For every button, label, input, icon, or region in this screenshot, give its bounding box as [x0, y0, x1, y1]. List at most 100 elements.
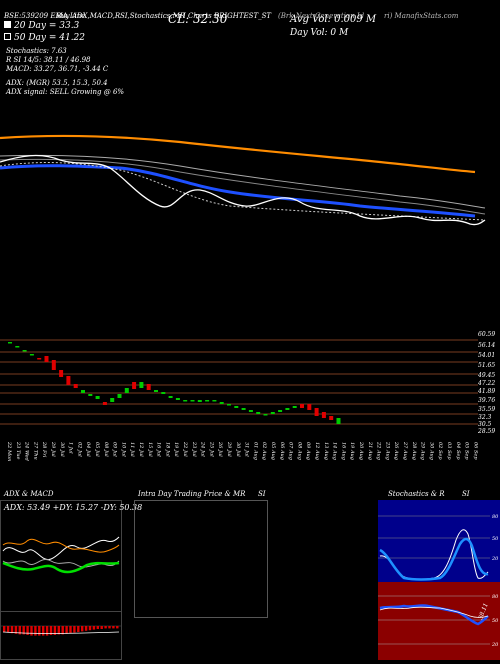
- orange-ema-line: [0, 134, 476, 174]
- candle: [8, 342, 12, 344]
- grey-ema-line-2: [0, 158, 486, 215]
- date-label: 29 Jul: [50, 441, 56, 457]
- date-label: 28 Fri: [41, 441, 47, 458]
- candle: [336, 418, 341, 424]
- candle: [146, 384, 151, 390]
- macd-subpanel: [1, 611, 121, 660]
- date-label: 16 Jul: [156, 442, 162, 457]
- date-label: 22 Aug: [376, 441, 382, 460]
- header-line-1c: SI,Stochastics,MR: [120, 12, 186, 20]
- adx-green-line: [2, 561, 120, 574]
- candle: [37, 358, 42, 360]
- macd-bar: [84, 626, 88, 631]
- date-label: 19 Jul: [173, 442, 179, 457]
- date-label: 13 Aug: [323, 442, 329, 460]
- header-line-1b: Buy ADX,MACD,R: [56, 12, 121, 20]
- date-label: 26 Jul: [217, 441, 223, 457]
- macd-bar: [88, 626, 92, 631]
- ema20-label: 20 Day = 33.3: [4, 21, 79, 31]
- macd-bar: [22, 626, 25, 635]
- intraday-panel: [134, 500, 268, 618]
- macd-bar: [73, 626, 76, 633]
- candlestick-chart: [0, 339, 478, 425]
- macd-bar: [69, 626, 72, 634]
- date-label: 05 Jul: [94, 442, 100, 457]
- price-tick: 54.01: [478, 352, 496, 359]
- stoch-d-line: [379, 537, 489, 581]
- intraday-panel-si: SI: [258, 490, 266, 498]
- price-tick: 30.5: [478, 421, 492, 428]
- date-label: 21 Aug: [367, 441, 373, 460]
- macd-bar: [30, 626, 33, 636]
- macd-bar: [57, 626, 60, 635]
- candle: [175, 398, 180, 400]
- macd-bar: [49, 626, 53, 635]
- date-label: 27 Thu: [32, 441, 38, 460]
- macd-line: [2, 631, 120, 634]
- candle: [110, 398, 115, 402]
- price-tick: 41.89: [478, 388, 496, 395]
- candle: [329, 416, 334, 420]
- date-label: 10 Jul: [120, 442, 126, 457]
- rsi-readout: R SI 14/5: 38.11 / 46.98: [6, 56, 91, 64]
- candle: [219, 402, 224, 404]
- date-label: 25 Jul: [208, 441, 214, 457]
- candle: [88, 394, 93, 396]
- header-line-1a: BSE:539209 EMA Line: [4, 12, 86, 20]
- price-tick: 49.45: [478, 372, 496, 379]
- stochastics-readout: Stochastics: 7.63: [6, 47, 67, 55]
- macd-bar: [112, 626, 115, 629]
- date-label: 05 Aug: [270, 442, 276, 460]
- adx-readout: ADX: (MGR) 53.5, 15.3, 50.4: [6, 79, 108, 87]
- date-label: 08 Aug: [296, 442, 302, 460]
- date-label: 08 Jul: [103, 442, 109, 457]
- candle: [190, 400, 195, 402]
- candle: [197, 400, 202, 402]
- date-label: 18 Jul: [164, 442, 170, 457]
- candle: [307, 404, 312, 410]
- candle: [227, 404, 231, 406]
- candle: [314, 408, 319, 416]
- price-tick: 32.3: [478, 414, 492, 421]
- date-label: 22 Jul: [182, 441, 188, 457]
- candle: [256, 412, 261, 414]
- macd-bar: [81, 626, 84, 632]
- macd-bar: [100, 626, 103, 629]
- date-label: 01 Aug: [252, 442, 258, 460]
- candle: [168, 396, 173, 398]
- date-label: 29 Aug: [420, 441, 426, 460]
- date-label: 30 Jul: [59, 442, 65, 457]
- date-label: 27 Aug: [402, 441, 408, 460]
- date-label: 05 Sep: [464, 442, 470, 460]
- stoch-panel-title: Stochastics & R: [388, 490, 445, 498]
- candle: [29, 354, 34, 356]
- candle: [15, 346, 20, 348]
- rsi-chart: 80 50 20 38.11: [378, 594, 499, 648]
- candle: [66, 376, 71, 385]
- date-label: 12 Aug: [314, 442, 320, 460]
- candle: [102, 402, 107, 405]
- stochastics-subpanel: 80 50 20: [378, 500, 500, 582]
- price-tick: 28.59: [478, 428, 496, 435]
- adx-line: [2, 536, 120, 561]
- date-label: 30 Jul: [235, 442, 241, 457]
- candle: [81, 390, 85, 393]
- date-label: 26 Aug: [393, 441, 399, 460]
- price-tick: 47.22: [478, 380, 496, 387]
- candle: [51, 360, 56, 370]
- macd-bar: [104, 626, 107, 629]
- intraday-panel-title: Intra Day Trading Price & MR: [138, 490, 246, 498]
- avg-volume: Avg Vol: 0.009 M: [290, 14, 377, 25]
- candle: [44, 356, 49, 362]
- header-line-1f: ri) ManafixStats.com: [384, 12, 459, 20]
- price-line: [0, 154, 486, 226]
- date-label: 16 Aug: [340, 442, 346, 460]
- date-label: 19 Aug: [349, 442, 355, 460]
- stoch-rsi-panel: 80 50 20 80 50 20 38.11: [378, 500, 500, 660]
- date-label: 24 Jul: [200, 441, 206, 457]
- date-label: 23 Aug: [384, 441, 390, 460]
- candle: [132, 382, 137, 389]
- date-label: 30 Aug: [428, 442, 434, 460]
- rsi-white-line: [379, 606, 489, 618]
- price-tick: 56.14: [478, 342, 496, 349]
